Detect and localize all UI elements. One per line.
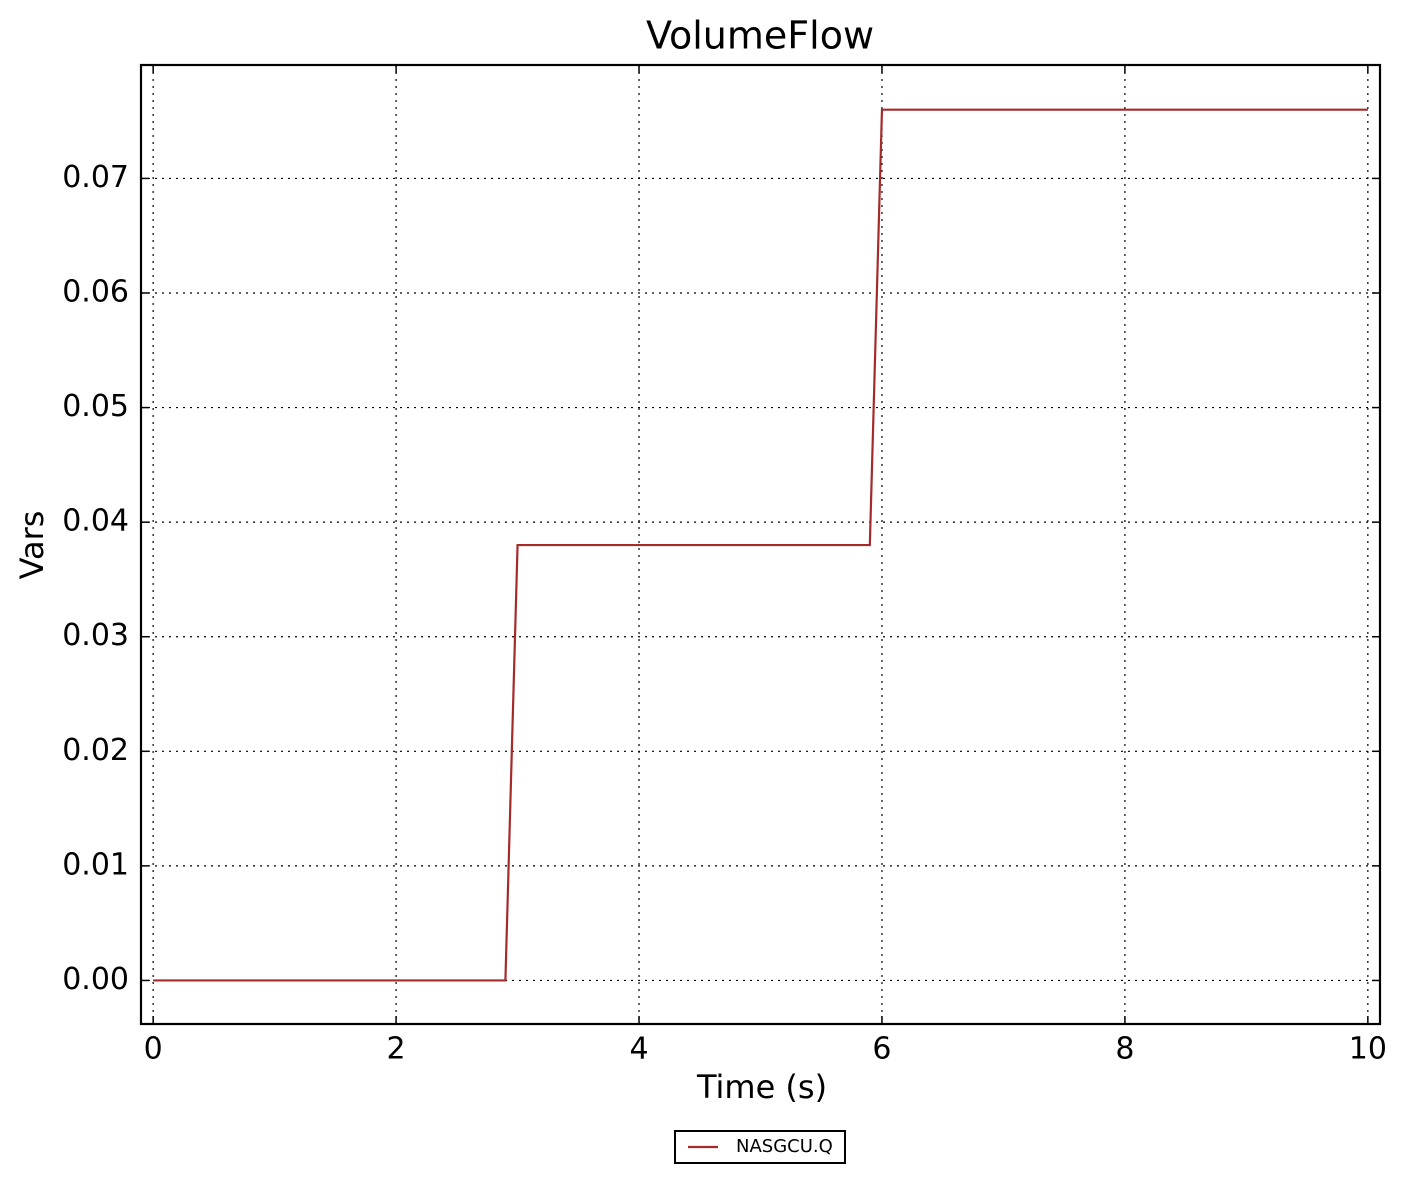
y-tick-label: 0.01 — [62, 847, 129, 882]
x-tick-label: 0 — [144, 1032, 163, 1067]
y-tick-label: 0.06 — [62, 275, 129, 310]
y-tick-label: 0.07 — [62, 160, 129, 195]
y-tick-label: 0.05 — [62, 389, 129, 424]
y-tick-label: 0.04 — [62, 504, 129, 539]
x-axis-label: Time (s) — [696, 1068, 827, 1106]
y-axis-label: Vars — [13, 511, 51, 580]
y-tick-label: 0.03 — [62, 618, 129, 653]
y-tick-label: 0.00 — [62, 962, 129, 997]
y-tick-label: 0.02 — [62, 733, 129, 768]
x-tick-label: 2 — [387, 1032, 406, 1067]
legend-label: NASGCU.Q — [736, 1136, 833, 1157]
x-tick-label: 8 — [1115, 1032, 1134, 1067]
data-line — [153, 108, 1368, 982]
x-tick-label: 10 — [1349, 1032, 1387, 1067]
x-tick-label: 4 — [629, 1032, 648, 1067]
chart-title: VolumeFlow — [646, 14, 874, 58]
plot-frame — [139, 63, 1382, 1026]
x-tick-label: 6 — [872, 1032, 891, 1067]
